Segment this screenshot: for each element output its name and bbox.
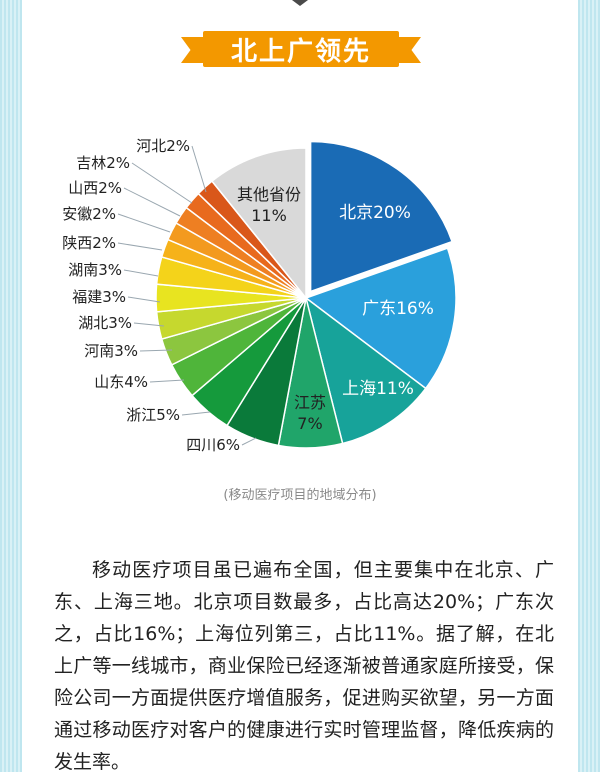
left-decor-stripe [0, 0, 22, 772]
right-decor-stripe [578, 0, 600, 772]
leader-line-13 [123, 187, 181, 217]
slice-label-4: 四川6% [186, 436, 240, 454]
leader-line-15 [191, 145, 207, 193]
leader-line-6 [149, 379, 185, 383]
section-banner: 北上广领先 [181, 31, 421, 67]
pie-slice-1 [304, 247, 457, 390]
leader-line-14 [131, 162, 193, 204]
slice-label-14: 吉林2% [76, 154, 130, 172]
slice-label-6: 山东4% [94, 373, 148, 391]
leader-line-11 [117, 242, 163, 251]
slice-label-10: 湖南3% [68, 261, 122, 279]
slice-label-8: 湖北3% [78, 314, 132, 332]
article-paragraph: 移动医疗项目虽已遍布全国，但主要集中在北京、广东、上海三地。北京项目数最多，占比… [54, 559, 554, 773]
leader-line-12 [117, 213, 171, 233]
slice-label-16: 其他省份 11% [237, 185, 301, 225]
section-title: 北上广领先 [230, 36, 371, 67]
chart-caption: (移动医疗项目的地域分布) [223, 488, 377, 503]
slice-label-2: 上海11% [342, 379, 414, 399]
slice-label-7: 河南3% [84, 342, 138, 360]
slice-label-3: 江苏 7% [294, 393, 326, 433]
slice-label-0: 北京20% [339, 203, 411, 223]
pie-chart: 北京20% 广东16% 上海11% 江苏 7% 四川6% 浙江5% 山东4% 河南3% 湖北3% 福… [62, 137, 457, 454]
slice-label-11: 陕西2% [62, 234, 116, 252]
leader-line-7 [139, 349, 173, 352]
slice-label-1: 广东16% [362, 299, 434, 319]
pie-slice-2 [304, 296, 427, 445]
leader-line-8 [133, 322, 165, 327]
leader-line-5 [181, 411, 211, 416]
leader-line-9 [127, 296, 161, 303]
pie-slice-16 [210, 147, 307, 301]
slice-label-9: 福建3% [72, 288, 126, 306]
pie-slice-0 [309, 140, 454, 293]
slice-label-12: 安徽2% [62, 205, 116, 223]
slice-label-13: 山西2% [68, 179, 122, 197]
slice-label-15: 河北2% [136, 137, 190, 155]
banner-body: 北上广领先 [203, 31, 399, 67]
slice-label-5: 浙江5% [126, 406, 180, 424]
leader-line-4 [241, 437, 257, 446]
leader-line-10 [123, 269, 159, 277]
chevron-down-icon [292, 0, 308, 6]
